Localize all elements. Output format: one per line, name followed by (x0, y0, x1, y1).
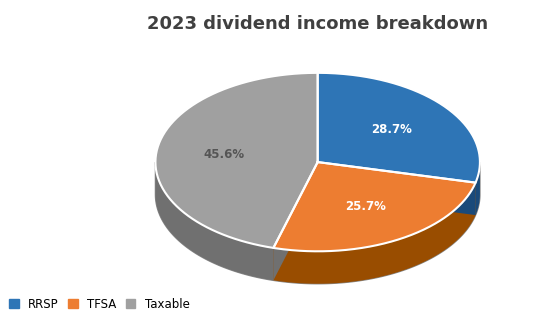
Polygon shape (273, 182, 475, 284)
Polygon shape (273, 162, 475, 251)
Polygon shape (318, 73, 480, 182)
Text: 25.7%: 25.7% (345, 200, 386, 213)
Text: 28.7%: 28.7% (371, 123, 412, 137)
Title: 2023 dividend income breakdown: 2023 dividend income breakdown (147, 15, 488, 33)
Polygon shape (155, 162, 273, 280)
Text: 45.6%: 45.6% (204, 148, 245, 161)
Polygon shape (475, 162, 480, 215)
Polygon shape (273, 162, 318, 280)
Legend: RRSP, TFSA, Taxable: RRSP, TFSA, Taxable (5, 293, 194, 315)
Polygon shape (155, 162, 480, 284)
Polygon shape (273, 162, 318, 280)
Polygon shape (318, 162, 475, 215)
Polygon shape (155, 73, 318, 248)
Polygon shape (318, 162, 475, 215)
